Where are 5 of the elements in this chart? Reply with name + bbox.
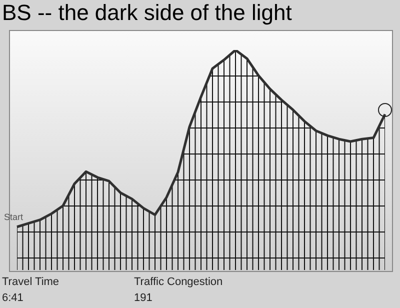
chart-title: BS -- the dark side of the light: [2, 0, 292, 26]
text: Travel Time: [2, 276, 60, 288]
text: 191: [134, 292, 152, 304]
text: Traffic Congestion: [134, 276, 223, 288]
text: 6:41: [2, 292, 24, 304]
